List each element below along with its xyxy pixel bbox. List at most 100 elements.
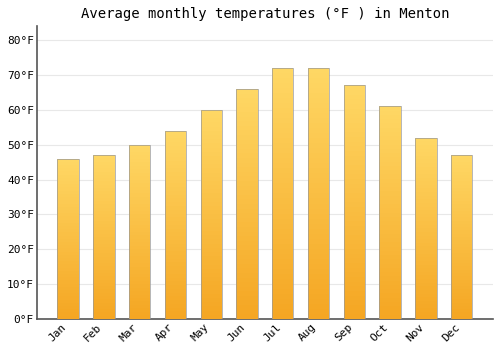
Bar — [58, 207, 79, 210]
Bar — [415, 246, 436, 250]
Bar — [344, 207, 365, 211]
Bar — [93, 309, 114, 312]
Bar — [344, 99, 365, 104]
Bar — [344, 230, 365, 235]
Bar — [451, 293, 472, 296]
Bar — [129, 152, 150, 155]
Bar — [272, 259, 293, 264]
Bar — [200, 189, 222, 194]
Bar — [451, 306, 472, 309]
Bar — [236, 89, 258, 319]
Bar — [58, 316, 79, 319]
Bar — [344, 146, 365, 151]
Bar — [165, 183, 186, 187]
Bar — [129, 218, 150, 221]
Bar — [451, 270, 472, 273]
Bar — [380, 183, 401, 187]
Bar — [308, 103, 330, 108]
Bar — [272, 188, 293, 194]
Bar — [200, 218, 222, 223]
Bar — [451, 188, 472, 191]
Bar — [344, 291, 365, 295]
Bar — [200, 135, 222, 139]
Bar — [129, 166, 150, 169]
Bar — [58, 162, 79, 165]
Bar — [415, 199, 436, 203]
Bar — [380, 204, 401, 208]
Bar — [272, 123, 293, 128]
Bar — [272, 108, 293, 113]
Bar — [415, 177, 436, 181]
Bar — [344, 197, 365, 202]
Bar — [58, 303, 79, 306]
Bar — [308, 148, 330, 153]
Bar — [344, 253, 365, 258]
Bar — [200, 194, 222, 198]
Bar — [308, 244, 330, 248]
Bar — [236, 231, 258, 236]
Bar — [58, 264, 79, 268]
Bar — [415, 265, 436, 268]
Bar — [129, 159, 150, 162]
Bar — [344, 300, 365, 305]
Bar — [93, 168, 114, 172]
Bar — [344, 155, 365, 160]
Bar — [236, 209, 258, 213]
Bar — [308, 233, 330, 239]
Bar — [308, 269, 330, 274]
Bar — [93, 286, 114, 289]
Bar — [236, 149, 258, 153]
Bar — [415, 217, 436, 221]
Bar — [451, 208, 472, 211]
Bar — [380, 140, 401, 145]
Bar — [93, 263, 114, 266]
Bar — [415, 196, 436, 199]
Bar — [308, 183, 330, 188]
Bar — [165, 138, 186, 142]
Bar — [308, 153, 330, 158]
Bar — [58, 200, 79, 203]
Bar — [129, 232, 150, 235]
Bar — [58, 236, 79, 239]
Bar — [344, 249, 365, 253]
Bar — [415, 312, 436, 315]
Bar — [451, 185, 472, 188]
Bar — [129, 176, 150, 180]
Bar — [308, 138, 330, 143]
Bar — [236, 268, 258, 273]
Bar — [236, 126, 258, 130]
Bar — [272, 309, 293, 314]
Bar — [380, 145, 401, 149]
Bar — [165, 176, 186, 180]
Bar — [129, 228, 150, 232]
Bar — [165, 289, 186, 293]
Bar — [200, 273, 222, 277]
Bar — [165, 293, 186, 296]
Bar — [344, 202, 365, 207]
Bar — [58, 268, 79, 271]
Bar — [451, 263, 472, 266]
Bar — [200, 269, 222, 273]
Bar — [344, 169, 365, 174]
Bar — [272, 233, 293, 239]
Bar — [344, 211, 365, 216]
Bar — [200, 235, 222, 239]
Bar — [93, 201, 114, 204]
Bar — [451, 198, 472, 201]
Bar — [415, 174, 436, 177]
Bar — [272, 254, 293, 259]
Bar — [200, 118, 222, 122]
Bar — [200, 156, 222, 160]
Bar — [129, 187, 150, 190]
Bar — [415, 214, 436, 217]
Bar — [200, 206, 222, 210]
Bar — [58, 306, 79, 309]
Bar — [451, 253, 472, 257]
Bar — [451, 155, 472, 159]
Bar — [308, 218, 330, 224]
Bar — [58, 248, 79, 252]
Bar — [344, 174, 365, 179]
Bar — [236, 181, 258, 186]
Bar — [272, 279, 293, 284]
Bar — [308, 314, 330, 319]
